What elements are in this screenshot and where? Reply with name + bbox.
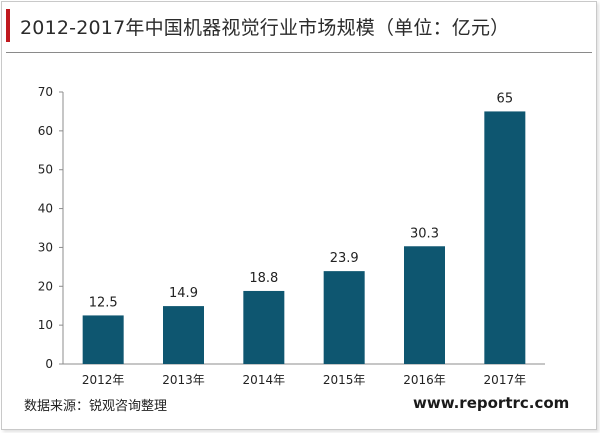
bar-value-label: 23.9 — [330, 251, 359, 266]
x-tick-label: 2013年 — [162, 373, 205, 387]
y-tick-label: 70 — [38, 85, 53, 99]
bar — [404, 246, 445, 364]
bar-value-label: 65 — [497, 91, 514, 106]
bar — [163, 306, 204, 364]
website-url: www.reportrc.com — [413, 394, 570, 412]
x-tick-label: 2012年 — [82, 373, 125, 387]
x-tick-label: 2014年 — [243, 373, 286, 387]
page-title: 2012-2017年中国机器视觉行业市场规模（单位：亿元） — [20, 17, 510, 39]
title-accent-bar — [6, 9, 10, 42]
bar-value-label: 14.9 — [169, 286, 198, 301]
bar-value-label: 30.3 — [410, 226, 439, 241]
title-divider — [6, 52, 592, 53]
x-tick-label: 2017年 — [484, 373, 527, 387]
y-tick-label: 60 — [38, 124, 53, 138]
y-tick-label: 0 — [45, 357, 53, 371]
y-tick-label: 30 — [38, 240, 53, 254]
y-tick-label: 20 — [38, 279, 53, 293]
source-note: 数据来源：锐观咨询整理 — [24, 399, 168, 414]
bar-value-label: 12.5 — [89, 295, 118, 310]
x-tick-label: 2015年 — [323, 373, 366, 387]
y-tick-label: 10 — [38, 318, 53, 332]
bar-value-label: 18.8 — [249, 271, 278, 286]
bar — [484, 111, 526, 364]
bar — [323, 271, 365, 364]
y-tick-label: 40 — [38, 202, 53, 216]
bar — [243, 290, 285, 364]
bar — [82, 315, 124, 364]
y-tick-label: 50 — [38, 163, 53, 177]
x-tick-label: 2016年 — [403, 373, 446, 387]
